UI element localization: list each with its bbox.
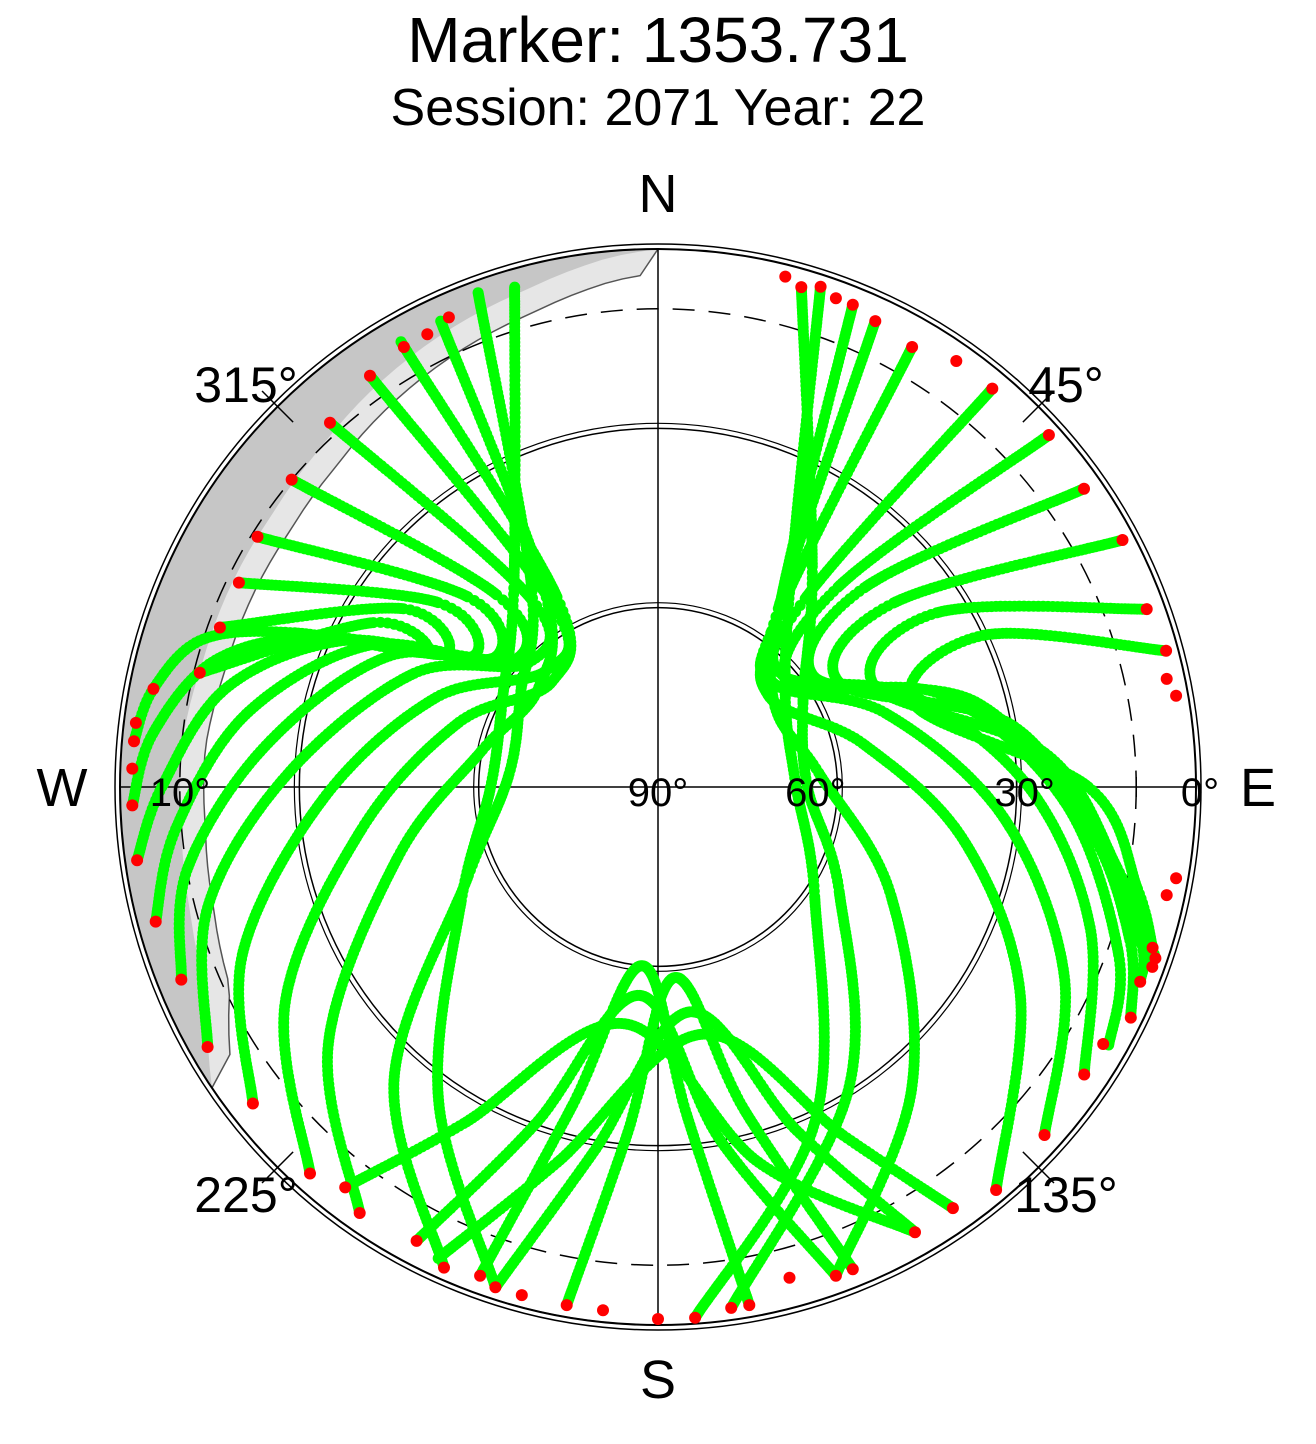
azimuth-tick-225 bbox=[261, 1151, 294, 1184]
satellite-track bbox=[754, 341, 1072, 1139]
satellite-tracks bbox=[127, 281, 1172, 1322]
azimuth-tick-45 bbox=[1022, 390, 1055, 423]
satellite-track bbox=[778, 429, 1126, 1051]
chart-subtitle: Session: 2071 Year: 22 bbox=[390, 79, 926, 137]
chart-title: Marker: 1353.731 bbox=[407, 4, 909, 76]
horizon-ring-outer bbox=[114, 243, 1202, 1331]
azimuth-tick-315 bbox=[261, 390, 294, 423]
track-point bbox=[772, 610, 784, 622]
satellite-track bbox=[764, 299, 920, 1280]
azimuth-tick-135 bbox=[1022, 1151, 1055, 1184]
